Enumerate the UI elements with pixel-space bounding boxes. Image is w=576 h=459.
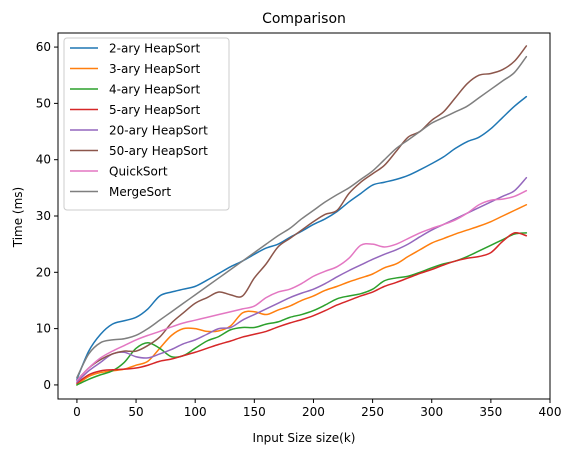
y-tick-label: 0 (43, 378, 51, 392)
series-line-2 (76, 203, 528, 386)
plot-frame (57, 32, 551, 400)
legend-label: MergeSort (109, 185, 171, 199)
y-tick-label: 30 (36, 209, 51, 223)
x-tick-label: 400 (539, 405, 562, 419)
y-tick-label: 50 (36, 96, 51, 110)
legend-box (63, 37, 230, 211)
series-line-6 (76, 45, 528, 382)
y-axis: 0 10 20 30 40 50 60 (36, 40, 58, 392)
legend-label: 4-ary HeapSort (109, 83, 200, 97)
series-line-1 (76, 95, 528, 381)
y-tick-label: 60 (36, 40, 51, 54)
y-tick-label: 10 (36, 322, 51, 336)
legend: 2-ary HeapSort 3-ary HeapSort 4-ary HeapSo… (63, 37, 230, 211)
legend-label: 2-ary HeapSort (109, 42, 200, 56)
x-axis: 0 50 100 150 200 250 300 350 400 (73, 399, 561, 419)
legend-label: 3-ary HeapSort (109, 62, 200, 76)
x-tick-label: 350 (479, 405, 502, 419)
legend-label: QuickSort (109, 165, 168, 179)
series-line-4 (76, 231, 528, 384)
legend-label: 50-ary HeapSort (109, 144, 208, 158)
x-tick-label: 50 (128, 405, 143, 419)
x-axis-label: Input Size size(k) (253, 431, 356, 445)
y-tick-label: 20 (36, 265, 51, 279)
series-line-7 (76, 189, 528, 382)
plot-area (76, 45, 528, 386)
x-tick-label: 200 (302, 405, 325, 419)
x-tick-label: 250 (361, 405, 384, 419)
x-tick-label: 150 (243, 405, 266, 419)
y-axis-label: Time (ms) (11, 187, 25, 249)
y-tick-label: 40 (36, 153, 51, 167)
series-line-5 (76, 176, 528, 383)
legend-label: 5-ary HeapSort (109, 103, 200, 117)
x-tick-label: 300 (420, 405, 443, 419)
x-tick-label: 0 (73, 405, 81, 419)
x-tick-label: 100 (184, 405, 207, 419)
legend-label: 20-ary HeapSort (109, 124, 208, 138)
chart-title: Comparison (262, 11, 346, 27)
series-line-8 (76, 55, 528, 379)
